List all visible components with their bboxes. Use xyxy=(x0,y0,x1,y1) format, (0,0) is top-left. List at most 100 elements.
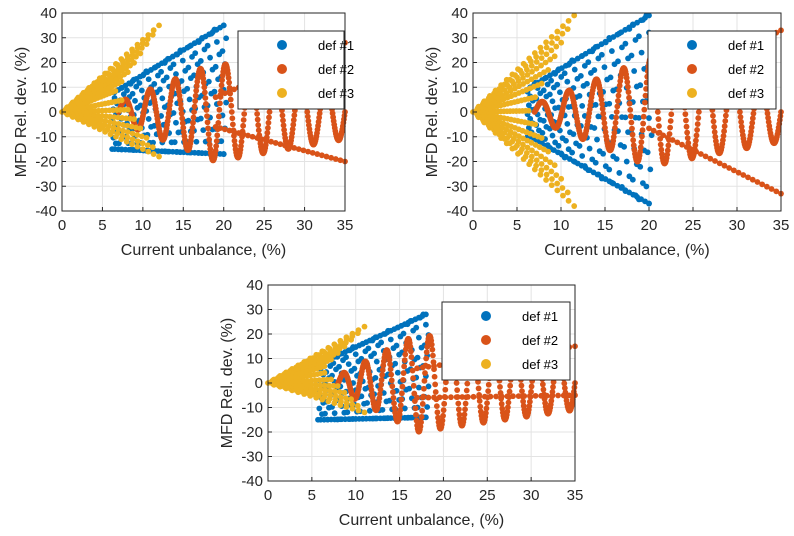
def-2-point xyxy=(379,367,386,373)
def-3-point xyxy=(354,330,361,337)
def-2-point xyxy=(629,125,635,132)
def-3-point xyxy=(115,126,122,133)
x-tick-label: 35 xyxy=(773,217,790,234)
def-2-point xyxy=(431,394,437,401)
def-2-point xyxy=(202,95,209,101)
def-1-point xyxy=(638,49,645,56)
def-2-point xyxy=(526,403,533,409)
def-2-point xyxy=(745,174,751,181)
legend: def #1 def #2 def #3 xyxy=(647,30,777,110)
def-2-point xyxy=(263,137,270,144)
def-3-point xyxy=(547,56,554,63)
def-2-point xyxy=(309,149,316,156)
def-3-point xyxy=(137,50,144,57)
def-2-point xyxy=(638,139,645,146)
def-1-point xyxy=(577,72,584,79)
def-1-point xyxy=(549,98,556,105)
def-2-point xyxy=(721,162,728,169)
def-2-point xyxy=(442,379,449,386)
y-tick-label: -20 xyxy=(446,154,468,171)
def-2-point xyxy=(493,393,499,400)
def-2-point xyxy=(550,384,556,390)
def-2-point xyxy=(518,382,525,389)
def-1-point xyxy=(648,132,655,139)
def-2-point xyxy=(738,119,745,125)
def-2-point xyxy=(484,400,490,407)
def-2-point xyxy=(602,124,608,131)
def-1-point xyxy=(608,48,615,54)
def-2-point xyxy=(219,77,226,84)
def-3-point xyxy=(112,88,119,94)
x-tick-label: 30 xyxy=(523,487,540,504)
def-3-point xyxy=(551,162,558,169)
def-2-point xyxy=(255,122,262,128)
def-2-point xyxy=(485,381,492,388)
def-2-point xyxy=(429,346,436,353)
def-3-point xyxy=(118,78,125,85)
def-1-point xyxy=(138,87,145,94)
def-2-point xyxy=(433,403,440,410)
def-3-point xyxy=(533,162,540,169)
def-1-point xyxy=(601,64,608,71)
def-2-point xyxy=(204,113,210,120)
def-3-point xyxy=(519,70,525,77)
legend-box xyxy=(647,30,777,110)
def-2-point xyxy=(177,96,183,103)
def-3-point xyxy=(348,396,355,403)
def-2-point xyxy=(258,136,265,143)
def-3-point xyxy=(553,43,560,50)
def-2-point xyxy=(763,183,770,190)
legend-label: def #1 xyxy=(522,309,558,324)
def-2-point xyxy=(304,113,311,120)
def-2-point xyxy=(436,394,443,401)
def-1-point xyxy=(197,115,204,122)
def-2-point xyxy=(440,407,447,414)
def-2-point xyxy=(664,147,671,154)
def-2-point xyxy=(505,399,512,406)
def-3-point xyxy=(330,382,337,389)
def-3-point xyxy=(547,159,554,166)
def-1-point xyxy=(600,150,607,157)
def-2-point xyxy=(441,400,448,407)
def-2-point xyxy=(425,394,432,401)
def-2-point xyxy=(314,151,321,157)
x-tick-label: 5 xyxy=(308,487,316,504)
def-3-point xyxy=(343,395,349,402)
def-3-point xyxy=(124,129,131,135)
def-3-point xyxy=(341,389,348,396)
legend-marker xyxy=(687,40,697,50)
def-3-point xyxy=(527,58,534,65)
def-1-point xyxy=(184,85,191,92)
def-3-point xyxy=(321,382,328,389)
def-2-point xyxy=(640,120,647,127)
def-2-point xyxy=(483,405,490,412)
def-3-point xyxy=(529,68,535,75)
def-2-point xyxy=(289,126,296,133)
def-1-point xyxy=(564,120,571,127)
def-2-point xyxy=(217,125,224,131)
def-2-point xyxy=(305,118,312,124)
def-1-point xyxy=(579,103,586,109)
def-2-point xyxy=(726,165,733,171)
x-tick-label: 15 xyxy=(175,217,192,234)
x-tick-label: 15 xyxy=(391,487,408,504)
def-2-point xyxy=(240,117,247,123)
def-3-point xyxy=(149,144,156,151)
def-1-point xyxy=(422,311,429,318)
def-2-point xyxy=(640,113,647,120)
def-2-point xyxy=(178,105,185,112)
def-2-point xyxy=(238,143,244,149)
chart-panel-2: 0 5 10 15 20 25 30 35 40 30 20 10 0 -10 -20 -30 -40 Curre… xyxy=(424,5,789,259)
def-1-point xyxy=(371,350,378,357)
def-3-point xyxy=(337,394,344,401)
def-2-point xyxy=(748,124,755,131)
def-3-point xyxy=(560,192,566,199)
def-2-point xyxy=(272,140,279,146)
def-1-point xyxy=(564,78,571,85)
y-tick-label: -40 xyxy=(35,203,57,220)
legend-marker xyxy=(687,88,697,98)
def-3-point xyxy=(515,78,522,84)
def-1-point xyxy=(192,50,199,57)
def-3-point xyxy=(523,66,530,73)
def-2-point xyxy=(721,128,727,135)
